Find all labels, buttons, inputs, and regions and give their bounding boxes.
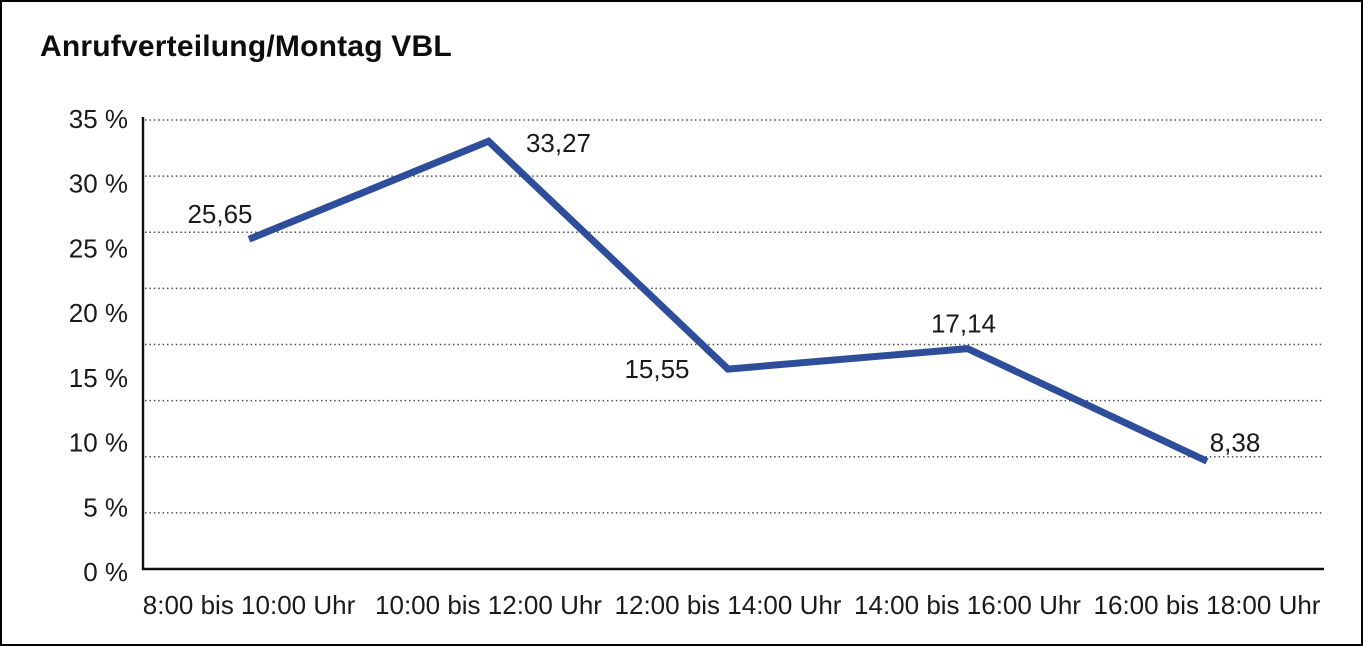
x-tick-label: 10:00 bis 12:00 Uhr xyxy=(375,590,602,620)
y-tick-label: 10 % xyxy=(69,428,128,458)
x-tick-label: 12:00 bis 14:00 Uhr xyxy=(615,590,842,620)
value-label: 33,27 xyxy=(526,128,591,158)
value-label: 17,14 xyxy=(931,309,996,339)
x-tick-label: 16:00 bis 18:00 Uhr xyxy=(1094,590,1321,620)
y-tick-label: 35 % xyxy=(69,104,128,134)
value-label: 25,65 xyxy=(187,199,252,229)
axes-group xyxy=(141,117,1324,571)
chart-title: Anrufverteilung/Montag VBL xyxy=(40,30,452,63)
y-tick-label: 25 % xyxy=(69,233,128,263)
gridlines-group xyxy=(145,119,1324,514)
value-label: 15,55 xyxy=(624,354,689,384)
data-line xyxy=(247,137,1209,465)
y-tick-label: 20 % xyxy=(69,298,128,328)
value-label: 8,38 xyxy=(1210,427,1261,457)
labels-group: 35 % 30 % 25 % 20 % 15 % 10 % 5 % 0 % 25,65 33,27… xyxy=(69,104,1321,620)
x-tick-label: 8:00 bis 10:00 Uhr xyxy=(143,590,356,620)
y-tick-label: 5 % xyxy=(83,492,128,522)
y-tick-label: 15 % xyxy=(69,363,128,393)
x-tick-label: 14:00 bis 16:00 Uhr xyxy=(854,590,1081,620)
y-tick-label: 30 % xyxy=(69,169,128,199)
data-series-group xyxy=(247,137,1209,465)
y-tick-label: 0 % xyxy=(83,557,128,587)
